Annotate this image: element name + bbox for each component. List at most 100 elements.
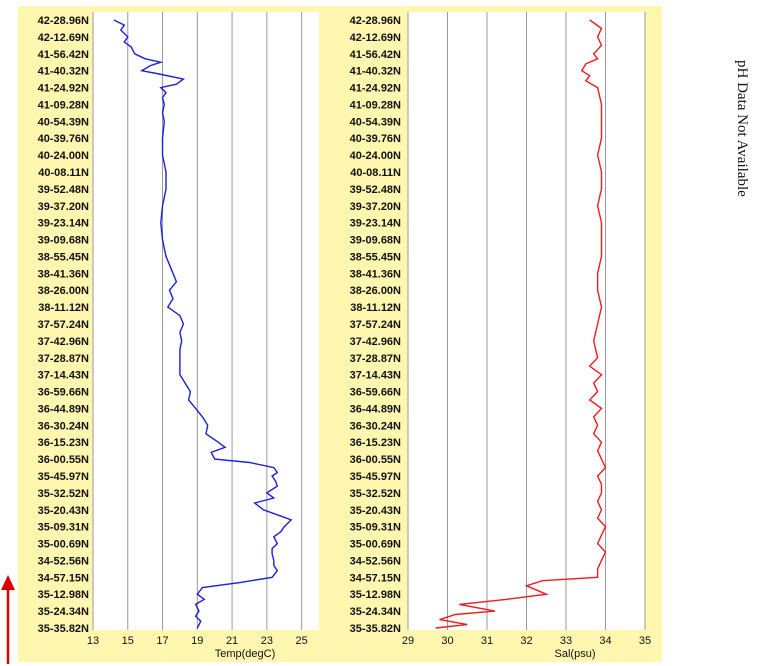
- sal-x-tick-label: 34: [599, 635, 611, 647]
- sal-latitude-label: 36-15.23N: [350, 437, 401, 449]
- sal-latitude-label: 37-42.96N: [350, 336, 401, 348]
- temp-latitude-label: 41-56.42N: [38, 49, 89, 61]
- sal-latitude-label: 36-30.24N: [350, 420, 401, 432]
- sal-latitude-label: 35-35.82N: [350, 623, 401, 635]
- temperature-series-line: [113, 19, 293, 629]
- temp-latitude-label: 40-08.11N: [38, 167, 89, 179]
- sal-latitude-label: 40-24.00N: [350, 150, 401, 162]
- sal-latitude-label: 35-20.43N: [350, 505, 401, 517]
- sal-latitude-label: 38-41.36N: [350, 268, 401, 280]
- temp-latitude-label: 39-37.20N: [38, 201, 89, 213]
- temp-latitude-labels: 42-28.96N 42-12.69N 41-56.42N 41-40.32N 41-2…: [38, 15, 89, 635]
- sal-latitude-label: 42-12.69N: [350, 32, 401, 44]
- sal-latitude-label: 41-09.28N: [350, 99, 401, 111]
- temp-x-tick-label: 13: [87, 635, 99, 647]
- temp-x-tick-label: 17: [156, 635, 168, 647]
- sal-latitude-label: 38-26.00N: [350, 285, 401, 297]
- sal-latitude-label: 35-00.69N: [350, 539, 401, 551]
- sal-latitude-label: 39-23.14N: [350, 218, 401, 230]
- sal-latitude-label: 35-45.97N: [350, 471, 401, 483]
- sal-latitude-label: 39-52.48N: [350, 184, 401, 196]
- sal-latitude-label: 38-55.45N: [350, 251, 401, 263]
- temp-latitude-label: 35-32.52N: [38, 488, 89, 500]
- temp-latitude-label: 39-23.14N: [38, 218, 89, 230]
- sal-latitude-label: 36-44.89N: [350, 403, 401, 415]
- sal-latitude-label: 34-57.15N: [350, 572, 401, 584]
- temp-latitude-label: 37-42.96N: [38, 336, 89, 348]
- sal-plot: 42-28.96N 42-12.69N 41-56.42N 41-40.32N 41-2…: [350, 12, 651, 660]
- temp-latitude-label: 39-52.48N: [38, 184, 89, 196]
- temp-latitude-label: 42-28.96N: [38, 15, 89, 27]
- sal-x-tick-label: 35: [639, 635, 651, 647]
- temp-x-tick-labels: 13 15 17 19 21 23 25: [87, 635, 308, 647]
- temp-latitude-label: 42-12.69N: [38, 32, 89, 44]
- temp-latitude-label: 38-26.00N: [38, 285, 89, 297]
- sal-latitude-label: 40-54.39N: [350, 116, 401, 128]
- temp-x-tick-label: 19: [191, 635, 203, 647]
- sal-latitude-label: 35-12.98N: [350, 589, 401, 601]
- sal-latitude-label: 35-32.52N: [350, 488, 401, 500]
- sal-latitude-label: 40-08.11N: [350, 167, 401, 179]
- temp-latitude-label: 39-09.68N: [38, 235, 89, 247]
- sal-latitude-label: 40-39.76N: [350, 133, 401, 145]
- sal-x-tick-label: 32: [520, 635, 532, 647]
- temp-latitude-label: 36-00.55N: [38, 454, 89, 466]
- temp-latitude-label: 36-59.66N: [38, 387, 89, 399]
- sal-latitude-label: 39-37.20N: [350, 201, 401, 213]
- temp-latitude-label: 40-39.76N: [38, 133, 89, 145]
- sal-latitude-label: 35-09.31N: [350, 522, 401, 534]
- salinity-series-line: [435, 19, 607, 629]
- temp-x-tick-label: 15: [122, 635, 134, 647]
- sal-x-tick-label: 33: [560, 635, 572, 647]
- temp-latitude-label: 34-57.15N: [38, 572, 89, 584]
- temp-latitude-label: 35-12.98N: [38, 589, 89, 601]
- temp-latitude-label: 38-11.12N: [38, 302, 89, 314]
- temp-latitude-label: 34-52.56N: [38, 555, 89, 567]
- temp-latitude-label: 40-54.39N: [38, 116, 89, 128]
- temp-latitude-label: 37-14.43N: [38, 370, 89, 382]
- temp-latitude-label: 37-28.87N: [38, 353, 89, 365]
- temp-latitude-label: 41-09.28N: [38, 99, 89, 111]
- sal-latitude-label: 34-52.56N: [350, 555, 401, 567]
- sal-latitude-label: 35-24.34N: [350, 606, 401, 618]
- temp-latitude-label: 37-57.24N: [38, 319, 89, 331]
- ph-note-text: pH Data Not Available: [734, 60, 750, 197]
- sal-latitude-label: 39-09.68N: [350, 235, 401, 247]
- temp-latitude-label: 35-20.43N: [38, 505, 89, 517]
- sal-latitude-label: 42-28.96N: [350, 15, 401, 27]
- temp-latitude-label: 36-44.89N: [38, 403, 89, 415]
- sal-latitude-label: 36-59.66N: [350, 387, 401, 399]
- direction-arrow-icon: [1, 575, 15, 664]
- temp-latitude-label: 40-24.00N: [38, 150, 89, 162]
- sal-latitude-label: 37-14.43N: [350, 370, 401, 382]
- sal-x-axis-label: Sal(psu): [555, 648, 596, 660]
- sal-x-tick-label: 30: [441, 635, 453, 647]
- temp-gridlines: [92, 12, 303, 630]
- temp-x-axis-label: Temp(degC): [215, 648, 276, 660]
- sal-x-tick-labels: 29 30 31 32 33 34 35: [402, 635, 651, 647]
- ph-unavailable-note: pH Data Not Available: [734, 60, 771, 280]
- temp-latitude-label: 38-41.36N: [38, 268, 89, 280]
- sal-x-tick-label: 29: [402, 635, 414, 647]
- sal-latitude-label: 41-56.42N: [350, 49, 401, 61]
- sal-latitude-label: 37-57.24N: [350, 319, 401, 331]
- temp-plot: 42-28.96N 42-12.69N 41-56.42N 41-40.32N 41-2…: [38, 12, 319, 660]
- sal-x-tick-label: 31: [481, 635, 493, 647]
- temp-x-tick-label: 25: [295, 635, 307, 647]
- sal-latitude-label: 36-00.55N: [350, 454, 401, 466]
- temp-latitude-label: 41-24.92N: [38, 83, 89, 95]
- temp-latitude-label: 35-45.97N: [38, 471, 89, 483]
- temp-latitude-label: 36-30.24N: [38, 420, 89, 432]
- temp-latitude-label: 35-35.82N: [38, 623, 89, 635]
- temp-latitude-label: 36-15.23N: [38, 437, 89, 449]
- temp-latitude-label: 35-09.31N: [38, 522, 89, 534]
- sal-latitude-label: 41-24.92N: [350, 83, 401, 95]
- temp-latitude-label: 35-24.34N: [38, 606, 89, 618]
- temp-x-tick-label: 21: [226, 635, 238, 647]
- sal-latitude-label: 41-40.32N: [350, 66, 401, 78]
- temp-x-tick-label: 23: [261, 635, 273, 647]
- temp-latitude-label: 41-40.32N: [38, 66, 89, 78]
- temp-latitude-label: 38-55.45N: [38, 251, 89, 263]
- sal-latitude-label: 38-11.12N: [350, 302, 401, 314]
